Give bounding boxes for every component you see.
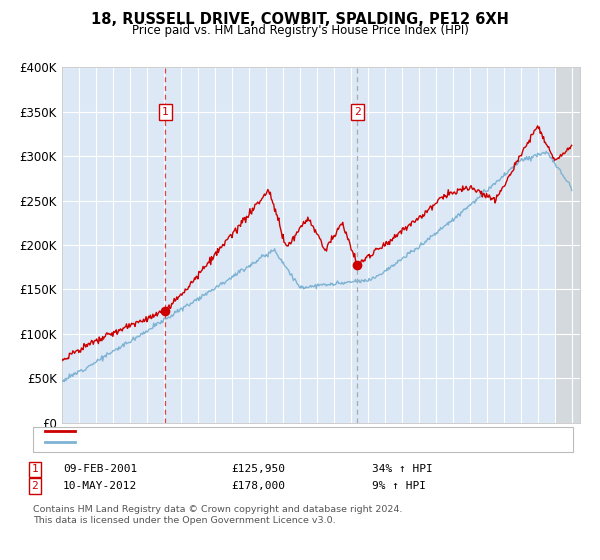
Text: £178,000: £178,000 (231, 481, 285, 491)
Text: 18, RUSSELL DRIVE, COWBIT, SPALDING, PE12 6XH: 18, RUSSELL DRIVE, COWBIT, SPALDING, PE1… (91, 12, 509, 27)
Text: 2: 2 (31, 481, 38, 491)
Text: Price paid vs. HM Land Registry's House Price Index (HPI): Price paid vs. HM Land Registry's House … (131, 24, 469, 36)
Text: 1: 1 (31, 464, 38, 474)
Text: 34% ↑ HPI: 34% ↑ HPI (372, 464, 433, 474)
Text: 2: 2 (353, 106, 361, 116)
Text: 10-MAY-2012: 10-MAY-2012 (63, 481, 137, 491)
Text: 9% ↑ HPI: 9% ↑ HPI (372, 481, 426, 491)
Bar (555, 67, 580, 423)
Text: Contains HM Land Registry data © Crown copyright and database right 2024.
This d: Contains HM Land Registry data © Crown c… (33, 505, 403, 525)
Text: HPI: Average price, detached house, South Holland: HPI: Average price, detached house, Sout… (81, 437, 347, 447)
Text: 18, RUSSELL DRIVE, COWBIT, SPALDING, PE12 6XH (detached house): 18, RUSSELL DRIVE, COWBIT, SPALDING, PE1… (81, 426, 442, 436)
Text: 1: 1 (162, 106, 169, 116)
Text: 09-FEB-2001: 09-FEB-2001 (63, 464, 137, 474)
Text: £125,950: £125,950 (231, 464, 285, 474)
